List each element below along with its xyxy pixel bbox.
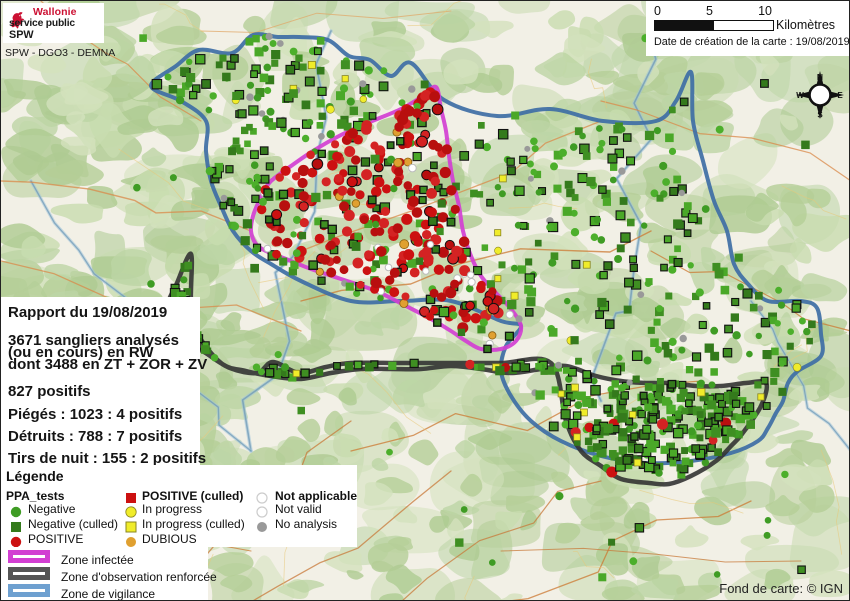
svg-text:S: S [817, 111, 823, 120]
svg-text:E: E [837, 91, 843, 100]
svg-text:N: N [817, 72, 823, 82]
svg-text:W: W [796, 91, 804, 100]
